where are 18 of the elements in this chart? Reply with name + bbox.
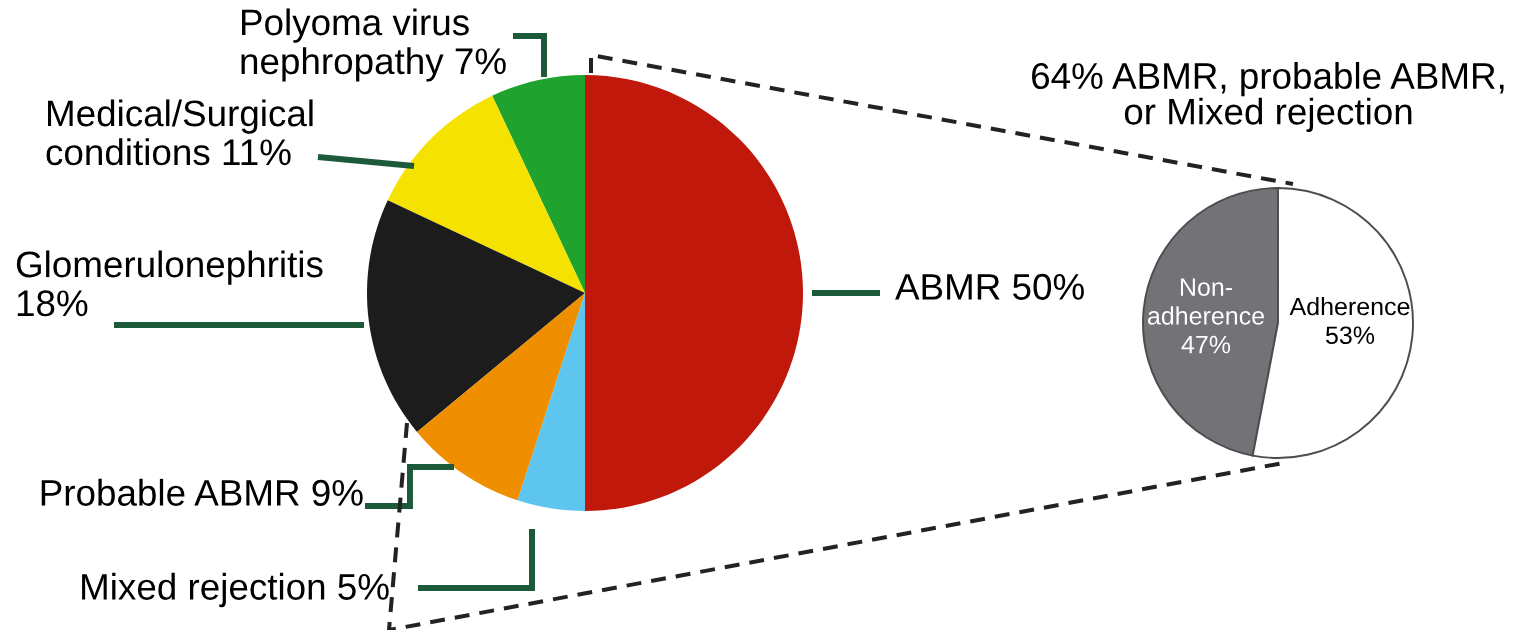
pie-slice [585, 75, 803, 511]
pie-slice [517, 293, 585, 511]
pie-slice [387, 95, 585, 293]
chart-title: 64% ABMR, probable ABMR, or Mixed rejection [1032, 62, 1504, 132]
slice-label: ABMR 50% [895, 273, 1084, 300]
pie-slice [492, 75, 585, 293]
pie-slice [417, 293, 585, 501]
slice-label: Glomerulonephritis [16, 250, 323, 285]
data-label: 47% [1181, 335, 1231, 354]
slice-label: Polyoma virus nephropathy 7% [241, 8, 506, 82]
slice-label: Adherence [1289, 296, 1410, 316]
slice-label: Probable ABMR 9% [41, 478, 363, 506]
pie-slice [367, 200, 585, 432]
slice-label: Medical/Surgical conditions 11% [46, 99, 313, 166]
slice-label: Non-adherence [1147, 278, 1264, 325]
slice-label: Mixed rejection 5% [82, 572, 389, 608]
data-label: 18% [17, 290, 88, 317]
data-label: 53% [1325, 326, 1375, 345]
